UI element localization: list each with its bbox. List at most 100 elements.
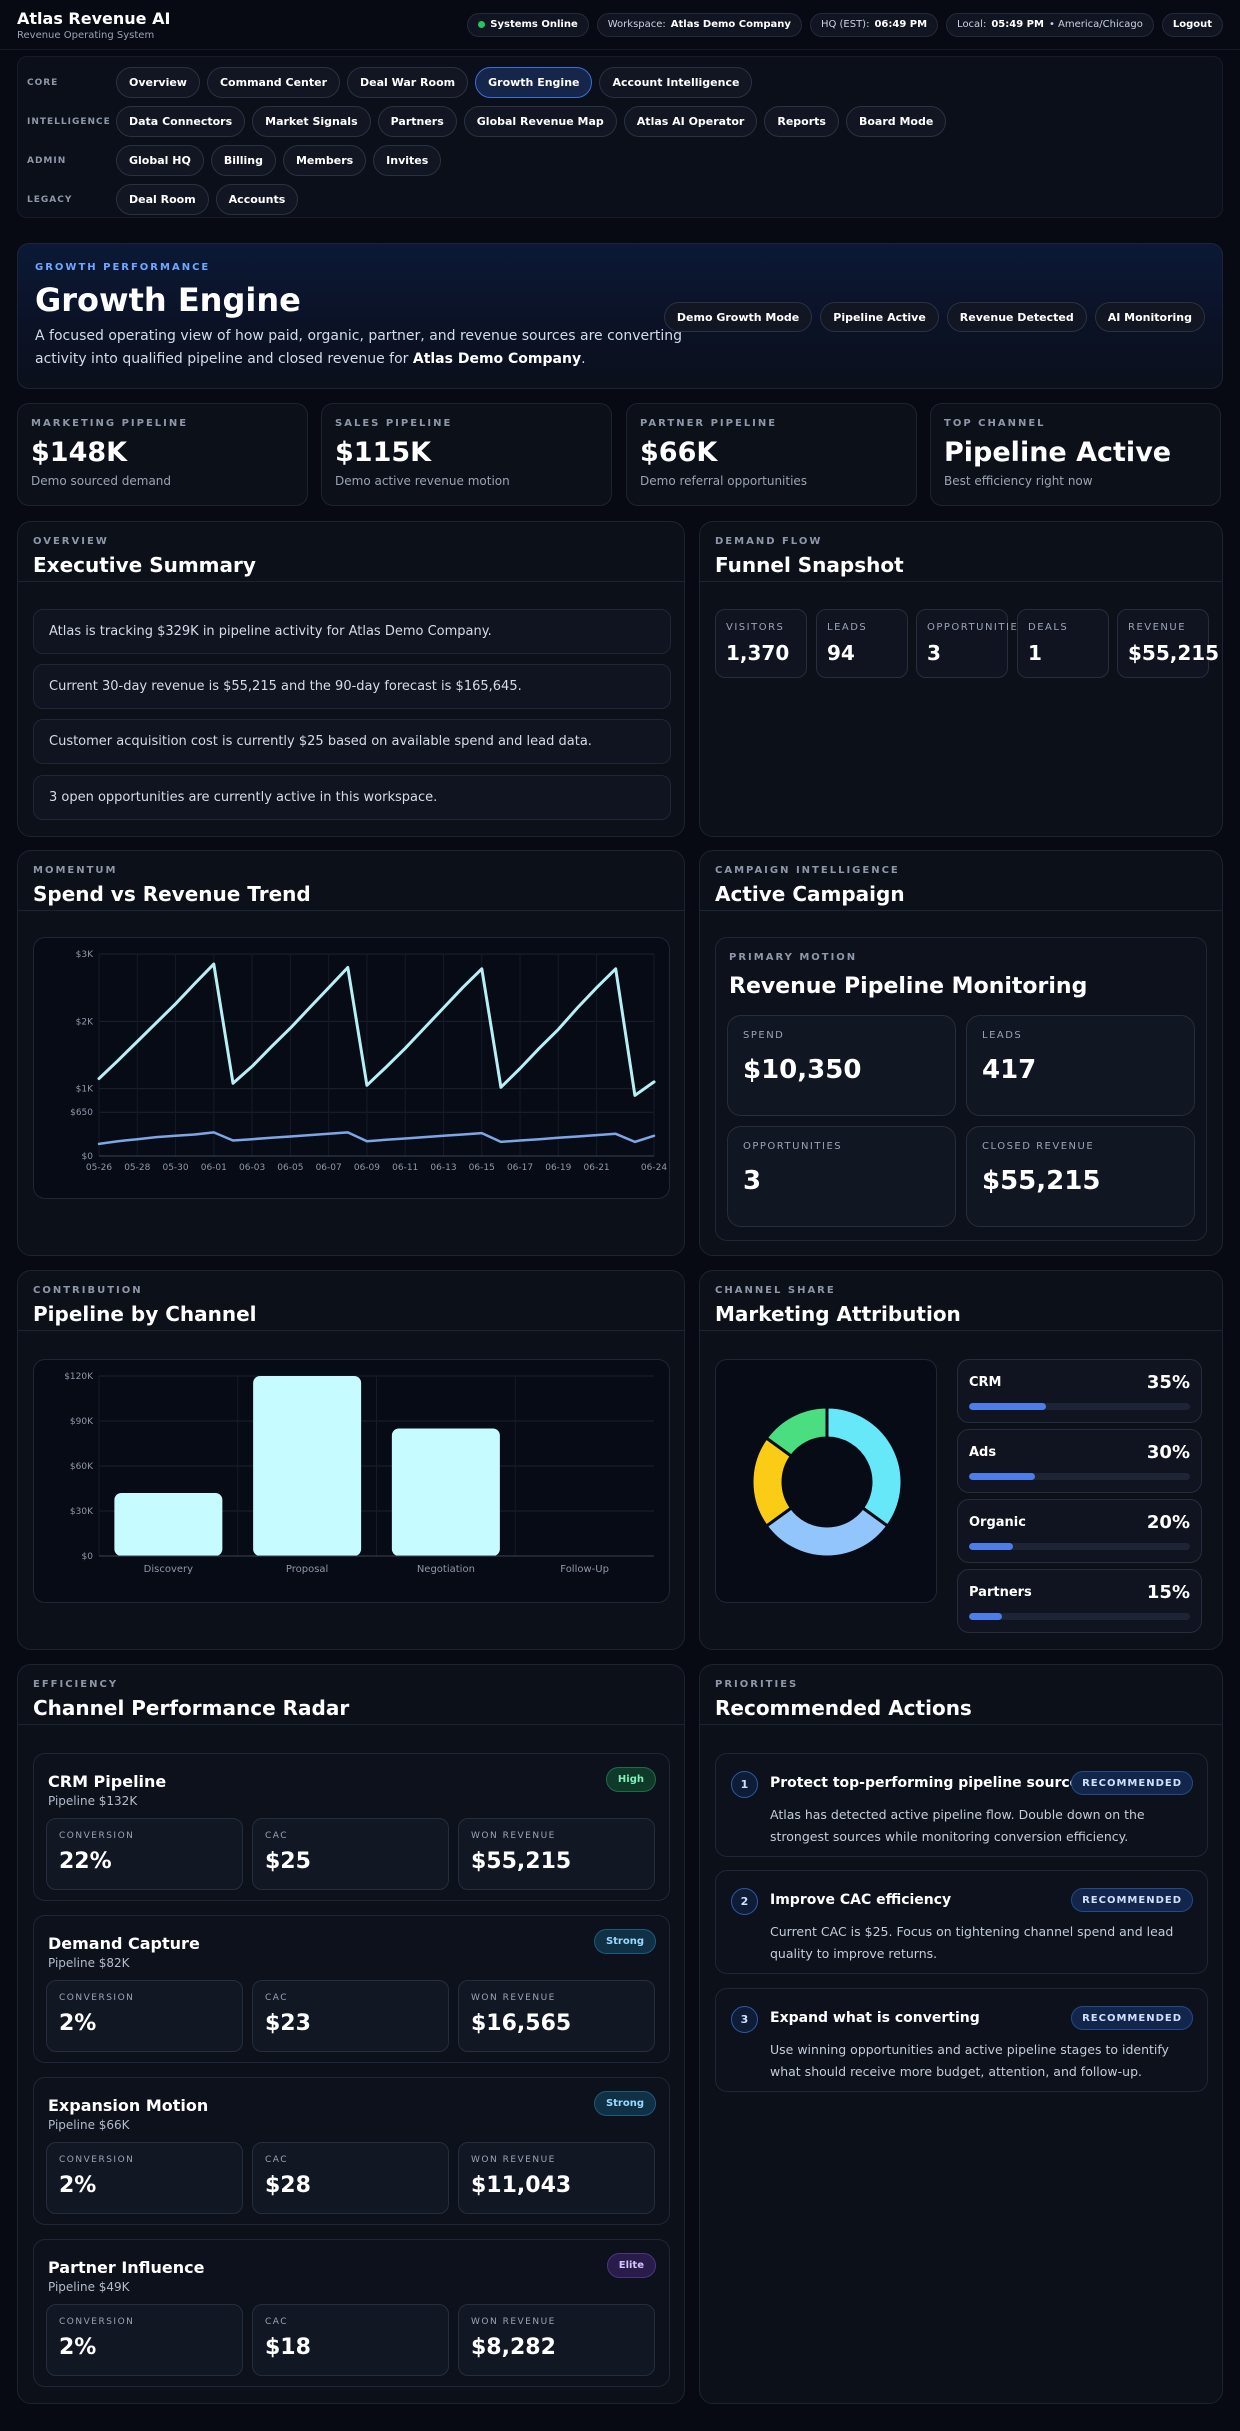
x-tick-label: 06-15 <box>469 1163 495 1173</box>
nav-accounts[interactable]: Accounts <box>215 184 299 215</box>
action-description: Current CAC is $25. Focus on tightening … <box>770 1924 1174 1961</box>
marketing-attribution-card: CHANNEL SHARE Marketing Attribution CRM 3… <box>699 1270 1223 1650</box>
share-fill <box>969 1403 1047 1410</box>
share-ads: Ads 30% <box>957 1429 1202 1493</box>
local-time: 05:49 PM <box>991 19 1044 30</box>
actions-eyebrow: PRIORITIES <box>715 1679 799 1690</box>
spend-series-line <box>97 1131 656 1146</box>
y-tick-label: $2K <box>76 1017 94 1027</box>
radar-won-revenue: WON REVENUE $8,282 <box>458 2304 655 2376</box>
action-item[interactable]: 3 Expand what is converting RECOMMENDED … <box>715 1988 1208 2092</box>
workspace-value: Atlas Demo Company <box>670 19 791 30</box>
share-track <box>969 1473 1190 1480</box>
action-item[interactable]: 2 Improve CAC efficiency RECOMMENDED Cur… <box>715 1870 1208 1974</box>
nav-overview[interactable]: Overview <box>116 67 200 98</box>
channel-chart: $0 $30K $60K $90K $120K Discovery Proposal Nego… <box>33 1359 670 1603</box>
share-pct: 35% <box>1146 1372 1190 1393</box>
metric-value: 417 <box>982 1055 1037 1085</box>
logout-button[interactable]: Logout <box>1161 12 1223 37</box>
action-description: Use winning opportunities and active pip… <box>770 2042 1169 2079</box>
radar-name: Expansion Motion <box>48 2096 209 2115</box>
funnel-eyebrow: DEMAND FLOW <box>715 536 823 547</box>
rm-value: 2% <box>59 2011 97 2036</box>
metric-label: OPPORTUNITIES <box>743 1141 843 1152</box>
nav-deal-room[interactable]: Deal Room <box>116 184 209 215</box>
hq-time-pill: HQ (EST): 06:49 PM <box>809 12 939 37</box>
nav-atlas-ai-operator[interactable]: Atlas AI Operator <box>623 106 758 137</box>
rm-value: $18 <box>265 2335 311 2360</box>
tag-ai-monitoring[interactable]: AI Monitoring <box>1094 302 1205 332</box>
y-tick-label: $650 <box>70 1108 93 1118</box>
nav-label-core: CORE <box>27 77 59 88</box>
tag-revenue-detected[interactable]: Revenue Detected <box>946 302 1087 332</box>
status-badge: Strong <box>593 2091 656 2116</box>
x-tick-label: 05-26 <box>86 1163 112 1173</box>
stat-label: PARTNER PIPELINE <box>640 418 778 429</box>
tag-pipeline-active[interactable]: Pipeline Active <box>820 302 939 332</box>
campaign-panel: PRIMARY MOTION Revenue Pipeline Monitori… <box>715 937 1207 1241</box>
nav-global-hq[interactable]: Global HQ <box>116 145 204 176</box>
attribution-donut-svg <box>750 1405 904 1559</box>
share-partners: Partners 15% <box>957 1569 1202 1633</box>
x-tick-label: 06-19 <box>545 1163 571 1173</box>
channel-title: Pipeline by Channel <box>33 1302 257 1326</box>
share-track <box>969 1543 1190 1550</box>
share-name: Organic <box>969 1515 1026 1530</box>
workspace-label: Workspace: <box>607 19 666 30</box>
rm-value: $8,282 <box>471 2335 556 2360</box>
nav-billing[interactable]: Billing <box>210 145 276 176</box>
x-tick-label: 06-07 <box>316 1163 342 1173</box>
bar-proposal <box>253 1376 362 1556</box>
nav-deal-war-room[interactable]: Deal War Room <box>347 67 469 98</box>
action-description: Atlas has detected active pipeline flow.… <box>770 1807 1145 1844</box>
rm-label: WON REVENUE <box>471 1993 556 2003</box>
action-item[interactable]: 1 Protect top-performing pipeline source… <box>715 1753 1208 1857</box>
action-title: Protect top-performing pipeline sources <box>770 1775 1088 1791</box>
hero-eyebrow: GROWTH PERFORMANCE <box>35 262 211 273</box>
nav-label-intelligence: INTELLIGENCE <box>27 116 111 127</box>
x-tick-label: 06-24 <box>641 1163 667 1173</box>
active-campaign-card: CAMPAIGN INTELLIGENCE Active Campaign PR… <box>699 850 1223 1256</box>
tag-demo-growth-mode[interactable]: Demo Growth Mode <box>663 302 813 332</box>
donut-slice-crm <box>825 1405 904 1529</box>
hero-company: Atlas Demo Company <box>412 351 582 367</box>
channel-eyebrow: CONTRIBUTION <box>33 1285 143 1296</box>
nav-global-revenue-map[interactable]: Global Revenue Map <box>463 106 617 137</box>
y-tick-label: $60K <box>70 1462 94 1472</box>
metric-label: SPEND <box>743 1030 785 1041</box>
trend-eyebrow: MOMENTUM <box>33 865 118 876</box>
system-status-pill: Systems Online <box>467 12 589 37</box>
radar-conversion: CONVERSION 22% <box>46 1818 243 1890</box>
brand: Atlas Revenue AI Revenue Operating Syste… <box>17 9 170 41</box>
channel-radar-card: EFFICIENCY Channel Performance Radar CRM… <box>17 1664 685 2404</box>
nav-row-legacy: LEGACY Deal Room Accounts <box>27 180 1213 219</box>
nav-invites[interactable]: Invites <box>373 145 442 176</box>
nav-market-signals[interactable]: Market Signals <box>252 106 371 137</box>
share-name: Partners <box>969 1585 1032 1600</box>
radar-pipeline: Pipeline $82K <box>48 1956 130 1970</box>
share-pct: 20% <box>1146 1512 1190 1533</box>
rm-value: $11,043 <box>471 2173 572 2198</box>
workspace-pill[interactable]: Workspace: Atlas Demo Company <box>596 12 802 37</box>
x-tick-label: 06-17 <box>507 1163 533 1173</box>
nav-members[interactable]: Members <box>282 145 367 176</box>
nav-command-center[interactable]: Command Center <box>206 67 341 98</box>
radar-row-partner-influence: Partner Influence Pipeline $49K Elite CO… <box>33 2239 670 2387</box>
nav-reports[interactable]: Reports <box>764 106 839 137</box>
status-badge: Elite <box>606 2253 656 2278</box>
nav-board-mode[interactable]: Board Mode <box>845 106 947 137</box>
radar-won-revenue: WON REVENUE $55,215 <box>458 1818 655 1890</box>
rm-label: CAC <box>265 2317 289 2327</box>
status-badge: Strong <box>593 1929 656 1954</box>
x-tick-label: 05-30 <box>162 1163 188 1173</box>
funnel-revenue: REVENUE $55,215 <box>1117 609 1219 678</box>
stat-top-channel: TOP CHANNEL Pipeline Active Best efficie… <box>930 403 1221 506</box>
x-tick-label: 06-11 <box>392 1163 418 1173</box>
funnel-visitors: VISITORS 1,370 <box>715 609 807 678</box>
nav-account-intelligence[interactable]: Account Intelligence <box>599 67 753 98</box>
nav-partners[interactable]: Partners <box>377 106 457 137</box>
nav-growth-engine[interactable]: Growth Engine <box>475 67 593 98</box>
nav-data-connectors[interactable]: Data Connectors <box>116 106 246 137</box>
share-fill <box>969 1473 1036 1480</box>
radar-conversion: CONVERSION 2% <box>46 2142 243 2214</box>
